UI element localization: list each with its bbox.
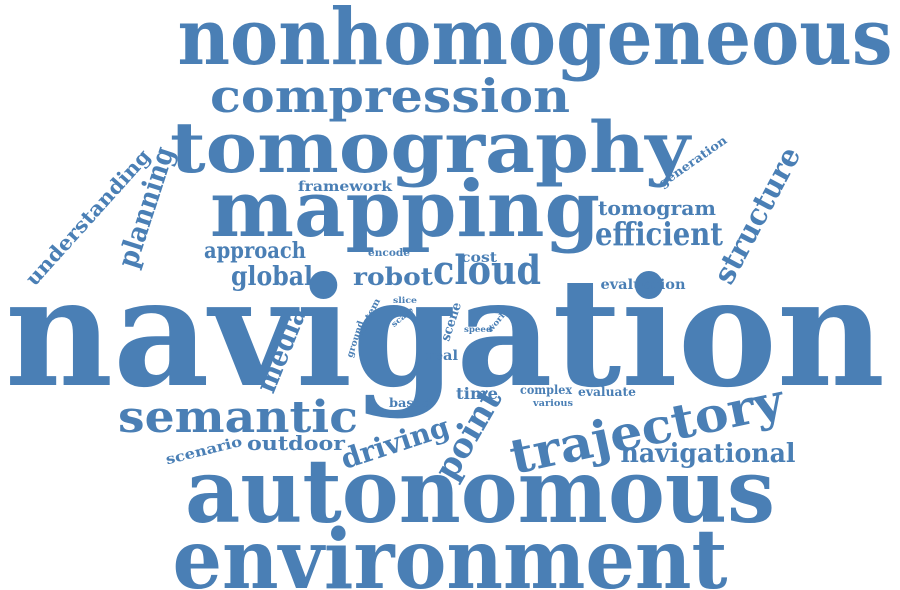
word-cloud: cloud (433, 247, 541, 294)
word-mapping: mapping (210, 164, 600, 255)
word-navigational: navigational (621, 439, 796, 469)
word-evaluate: evaluate (578, 385, 636, 399)
word-robot: robot (353, 262, 433, 291)
word-time: time (456, 384, 498, 403)
word-real: real (426, 348, 458, 364)
word-framework: framework (298, 179, 392, 195)
word-tomogram: tomogram (598, 196, 716, 220)
word-based: based (389, 396, 432, 410)
word-tomography: tomography (170, 106, 693, 189)
word-global: global (231, 262, 313, 292)
word-compression: compression (210, 69, 570, 123)
word-complex: complex (520, 383, 573, 397)
word-speed: speed (464, 324, 492, 334)
word-outdoor: outdoor (247, 431, 346, 455)
word-encode: encode (368, 248, 410, 259)
word-slice: slice (393, 295, 417, 305)
word-efficient: efficient (595, 215, 723, 253)
word-environment: environment (173, 512, 728, 590)
word-nonhomogeneous: nonhomogeneous (178, 0, 893, 83)
word-various: various (532, 399, 573, 409)
word-semantic: semantic (118, 392, 358, 443)
word-cost: cost (461, 250, 498, 266)
word-approach: approach (204, 238, 306, 264)
word-evaluation: evaluation (601, 277, 686, 293)
word-autonomous: autonomous (185, 439, 775, 543)
word-navigation: navigation (5, 245, 885, 421)
